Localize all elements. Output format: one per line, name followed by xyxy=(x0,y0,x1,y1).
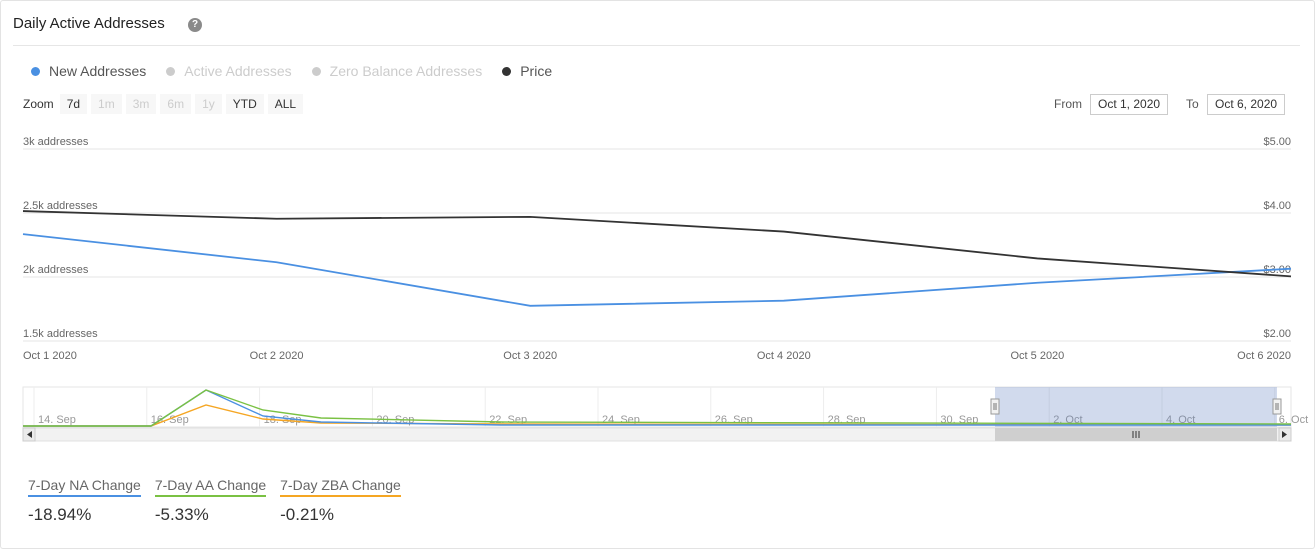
x-tick-label: Oct 3 2020 xyxy=(503,350,557,362)
zoom-button-1y[interactable]: 1y xyxy=(195,94,222,114)
stat-1: 7-Day AA Change -5.33% xyxy=(154,477,267,525)
stat-value: -18.94% xyxy=(28,505,92,524)
scroll-left-arrow-icon xyxy=(27,431,32,438)
navigator-label: 4. Oct xyxy=(1166,414,1195,426)
y-tick-label-right: $2.00 xyxy=(1263,328,1291,340)
range-to-input[interactable]: Oct 6, 2020 xyxy=(1207,94,1286,115)
legend-item-zero-balance-addresses[interactable]: Zero Balance Addresses xyxy=(311,63,483,79)
navigator-label: 14. Sep xyxy=(38,414,76,426)
y-tick-label-left: 2.5k addresses xyxy=(23,200,98,212)
stat-2: 7-Day ZBA Change -0.21% xyxy=(280,477,401,525)
legend-dot-icon xyxy=(166,66,176,76)
stat-value: -0.21% xyxy=(280,505,335,524)
scroll-right-arrow-icon xyxy=(1282,431,1287,438)
navigator-label: 6. Oct xyxy=(1279,414,1308,426)
y-tick-label-left: 1.5k addresses xyxy=(23,328,98,340)
stat-value: -5.33% xyxy=(154,505,209,524)
range-to-label: To xyxy=(1186,97,1199,111)
legend-label: Zero Balance Addresses xyxy=(329,63,483,79)
stat-label: 7-Day NA Change xyxy=(28,477,141,497)
legend-dot-icon xyxy=(31,66,40,76)
x-tick-label: Oct 6 2020 xyxy=(1237,350,1291,362)
stat-label: 7-Day ZBA Change xyxy=(280,477,401,497)
zoom-label: Zoom xyxy=(23,97,54,111)
y-tick-label-left: 2k addresses xyxy=(23,264,89,276)
legend-dot-icon xyxy=(311,66,321,76)
stats-row: 7-Day NA Change -18.94% 7-Day AA Change -5.… xyxy=(28,477,415,525)
legend-label: Price xyxy=(520,63,553,79)
navigator-handle xyxy=(990,398,1000,415)
x-tick-label: Oct 4 2020 xyxy=(757,350,811,362)
zoom-button-7d[interactable]: 7d xyxy=(59,94,88,114)
zoom-button-ytd[interactable]: YTD xyxy=(225,94,264,114)
range-from-label: From xyxy=(1054,97,1082,111)
stat-0: 7-Day NA Change -18.94% xyxy=(28,477,141,525)
x-tick-label: Oct 2 2020 xyxy=(250,350,304,362)
x-tick-label: Oct 5 2020 xyxy=(1010,350,1064,362)
y-tick-label-right: $4.00 xyxy=(1263,200,1291,212)
legend-dot-icon xyxy=(502,66,512,76)
legend-item-new-addresses[interactable]: New Addresses xyxy=(31,63,146,79)
navigator-label: 22. Sep xyxy=(489,414,527,426)
legend-label: New Addresses xyxy=(49,63,147,79)
header-divider xyxy=(13,45,1300,46)
y-tick-label-right: $5.00 xyxy=(1263,136,1291,148)
legend-item-active-addresses[interactable]: Active Addresses xyxy=(166,63,292,79)
navigator-selection xyxy=(995,387,1277,427)
series-line-price xyxy=(22,210,1292,278)
legend-label: Active Addresses xyxy=(184,63,292,79)
legend-item-price[interactable]: Price xyxy=(502,63,552,79)
help-icon[interactable]: ? xyxy=(188,18,202,32)
zoom-button-3m[interactable]: 3m xyxy=(125,94,157,114)
zoom-controls: Zoom 7d 1m 3m 6m 1y YTD ALL xyxy=(23,94,307,114)
y-tick-label-left: 3k addresses xyxy=(23,136,89,148)
zoom-button-1m[interactable]: 1m xyxy=(91,94,122,114)
x-tick-label: Oct 1 2020 xyxy=(23,350,77,362)
navigator-handle xyxy=(1272,398,1282,415)
chart-svg: 3k addresses 2.5k addresses 2k addresses 1.… xyxy=(22,136,1308,442)
zoom-button-6m[interactable]: 6m xyxy=(160,94,192,114)
series-line-new-addresses xyxy=(22,233,1292,307)
range-from-input[interactable]: Oct 1, 2020 xyxy=(1090,94,1169,115)
legend: New Addresses Active Addresses Zero Balanc… xyxy=(31,63,572,79)
chart-title: Daily Active Addresses xyxy=(13,15,165,32)
navigator-frame xyxy=(22,386,1292,428)
stat-label: 7-Day AA Change xyxy=(154,477,267,497)
navigator-series xyxy=(23,389,1292,427)
zoom-button-all[interactable]: ALL xyxy=(267,94,304,114)
